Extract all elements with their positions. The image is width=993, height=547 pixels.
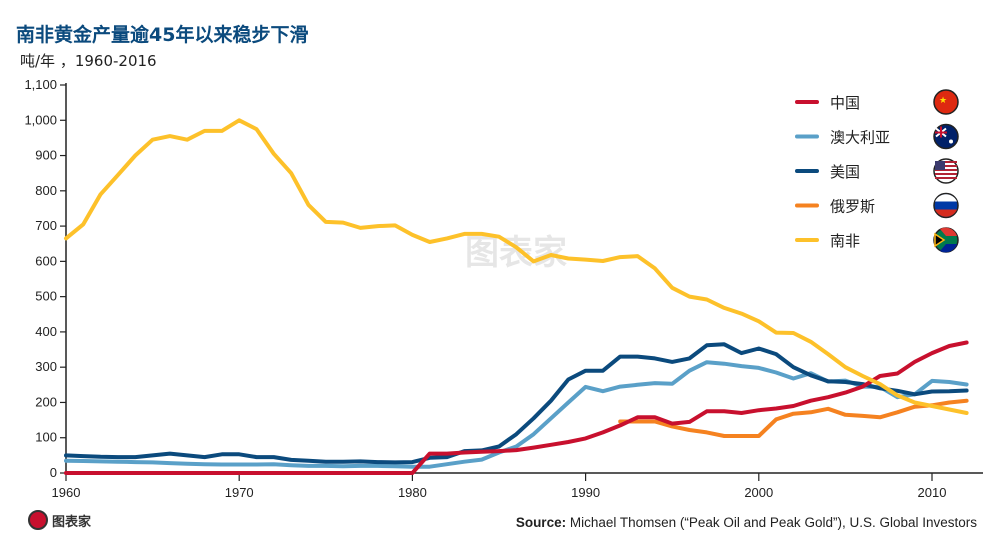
legend-label: 美国 bbox=[830, 163, 860, 181]
x-tick-label: 1970 bbox=[225, 485, 254, 500]
watermark: 图表家 bbox=[465, 233, 567, 273]
y-tick-label: 400 bbox=[35, 324, 57, 339]
y-tick-label: 700 bbox=[35, 218, 57, 233]
y-tick-label: 900 bbox=[35, 148, 57, 163]
china-flag-icon bbox=[933, 89, 959, 115]
source-label: Source: bbox=[515, 515, 567, 530]
china-flag-icon: ★ bbox=[939, 95, 947, 105]
south-africa-flag-icon bbox=[940, 227, 957, 236]
south-africa-flag-icon bbox=[934, 232, 946, 248]
south-africa-flag-icon bbox=[940, 244, 957, 253]
y-tick-label: 200 bbox=[35, 394, 57, 409]
x-tick-label: 1990 bbox=[571, 485, 600, 500]
australia-flag-icon bbox=[949, 139, 953, 144]
russia-flag-icon bbox=[935, 194, 957, 202]
australia-flag-icon bbox=[935, 126, 947, 138]
y-tick-label: 800 bbox=[35, 183, 57, 198]
y-tick-label: 1,100 bbox=[24, 77, 57, 92]
x-tick-label: 2010 bbox=[918, 485, 947, 500]
logo: 图表家 bbox=[28, 510, 91, 530]
y-tick-label: 1,000 bbox=[24, 112, 57, 127]
chart-title: 南非黄金产量逾45年以来稳步下滑 bbox=[16, 24, 309, 46]
legend-label: 澳大利亚 bbox=[830, 129, 890, 147]
legend-label: 中国 bbox=[830, 94, 860, 112]
y-tick-label: 600 bbox=[35, 253, 57, 268]
y-tick-label: 500 bbox=[35, 289, 57, 304]
y-tick-label: 300 bbox=[35, 359, 57, 374]
russia-flag-icon bbox=[935, 209, 957, 217]
source-text: Michael Thomsen (“Peak Oil and Peak Gold… bbox=[566, 515, 977, 530]
source-note: Source: Michael Thomsen (“Peak Oil and P… bbox=[516, 515, 977, 530]
x-tick-label: 2000 bbox=[744, 485, 773, 500]
series-line-usa bbox=[64, 342, 969, 465]
x-tick-label: 1960 bbox=[52, 485, 81, 500]
legend-label: 南非 bbox=[830, 232, 860, 250]
series-line-south-africa bbox=[64, 118, 969, 415]
logo-icon bbox=[28, 510, 48, 530]
chart-subtitle: 吨/年 ，1960-2016 bbox=[20, 52, 157, 70]
y-tick-label: 100 bbox=[35, 430, 57, 445]
series-line-china bbox=[64, 340, 969, 475]
y-tick-label: 0 bbox=[50, 465, 57, 480]
usa-flag-icon bbox=[935, 161, 945, 170]
legend-label: 俄罗斯 bbox=[830, 198, 875, 216]
x-tick-label: 1980 bbox=[398, 485, 427, 500]
logo-text: 图表家 bbox=[52, 514, 92, 530]
series-line-russia bbox=[618, 398, 969, 438]
